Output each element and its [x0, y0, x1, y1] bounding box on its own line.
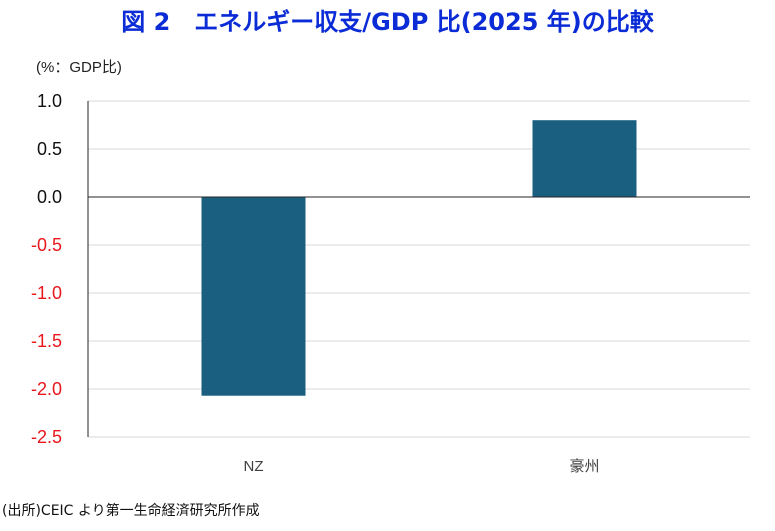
- category-label: 豪州: [569, 457, 599, 475]
- gridlines: [88, 100, 750, 438]
- y-tick-label: 1.0: [37, 91, 62, 111]
- y-tick-label: -2.0: [31, 379, 62, 399]
- y-tick-label: 0.5: [37, 139, 62, 159]
- y-axis-unit-label: (%：GDP比): [36, 59, 122, 76]
- category-label: NZ: [244, 458, 264, 475]
- y-tick-label: -1.5: [31, 331, 62, 351]
- y-tick-label: 0.0: [37, 187, 62, 207]
- bar-1: [532, 120, 637, 197]
- source-note: (出所)CEIC より第一生命経済研究所作成: [2, 503, 260, 519]
- bars: [201, 120, 637, 396]
- y-tick-label: -2.5: [31, 427, 62, 447]
- category-labels: NZ 豪州: [244, 457, 600, 475]
- y-tick-label: -0.5: [31, 235, 62, 255]
- y-tick-labels: 1.0 0.5 0.0 -0.5 -1.0 -1.5 -2.0 -2.5: [31, 91, 62, 447]
- y-tick-label: -1.0: [31, 283, 62, 303]
- axes: [87, 101, 750, 437]
- chart-title: 図 2 エネルギー収支/GDP 比(2025 年)の比較: [121, 8, 654, 36]
- bar-0: [201, 197, 306, 396]
